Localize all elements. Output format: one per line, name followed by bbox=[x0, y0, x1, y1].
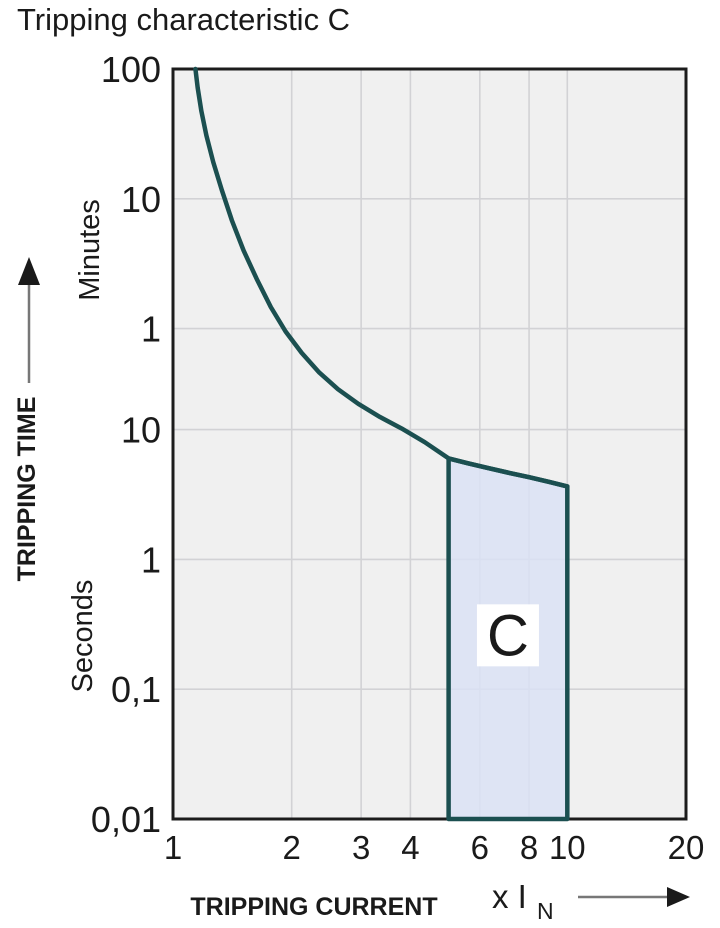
x-tick-label: 6 bbox=[471, 829, 489, 866]
band-region-outline bbox=[446, 456, 570, 822]
x-tick-label: 2 bbox=[283, 829, 301, 866]
band-label: C bbox=[487, 603, 529, 668]
x-axis-title: TRIPPING CURRENT bbox=[190, 893, 437, 921]
x-tick-label: 8 bbox=[520, 829, 538, 866]
chart-title: Tripping characteristic C bbox=[17, 2, 351, 37]
y-tick-label: 10 bbox=[121, 179, 161, 220]
y-axis-title: TRIPPING TIME bbox=[13, 397, 41, 582]
plot-border bbox=[171, 67, 688, 821]
y-tick-label: 0,01 bbox=[91, 799, 161, 840]
y-tick-label: 1 bbox=[141, 309, 161, 350]
y-tick-label: 0,1 bbox=[111, 669, 161, 710]
up-arrow-icon bbox=[18, 257, 40, 285]
x-tick-label: 3 bbox=[352, 829, 370, 866]
y-tick-label: 1 bbox=[141, 539, 161, 580]
y-axis-unit-minutes: Minutes bbox=[74, 199, 106, 301]
y-tick-label: 100 bbox=[101, 49, 161, 90]
band-label-box bbox=[476, 604, 539, 667]
y-axis-unit-seconds: Seconds bbox=[67, 580, 99, 693]
x-tick-label: 1 bbox=[164, 829, 182, 866]
y-tick-label: 10 bbox=[121, 410, 161, 451]
right-arrow-icon bbox=[667, 887, 690, 907]
x-tick-label: 10 bbox=[549, 829, 586, 866]
x-tick-label: 4 bbox=[401, 829, 419, 866]
x-tick-label: 20 bbox=[668, 829, 705, 866]
